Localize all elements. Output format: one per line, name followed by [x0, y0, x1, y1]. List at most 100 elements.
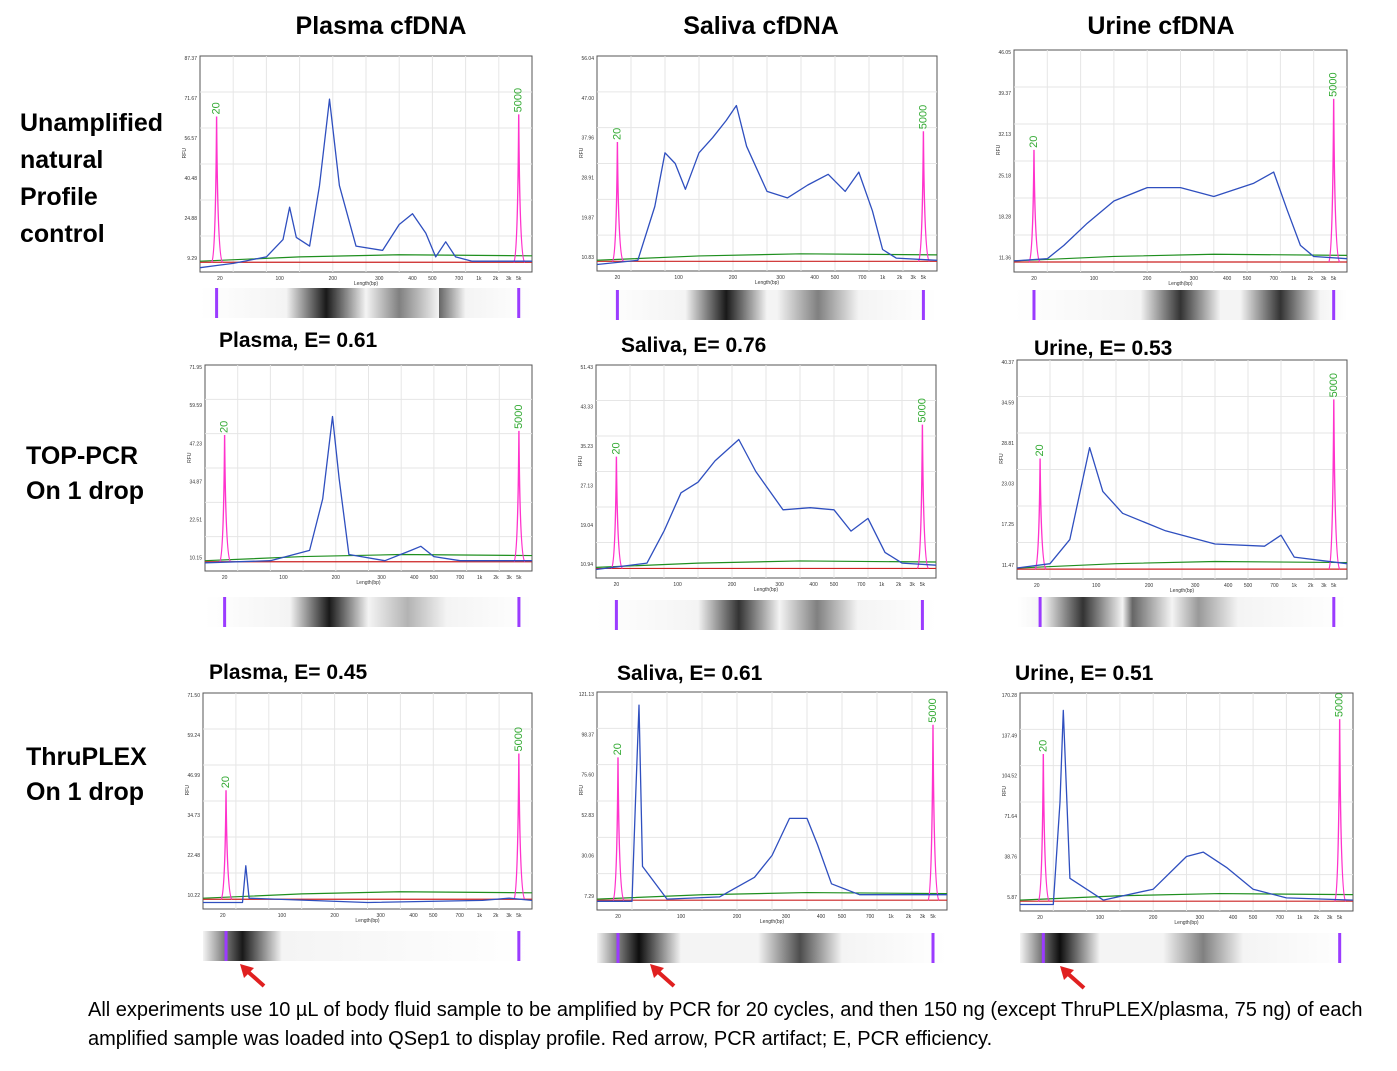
gel-marker-band — [1038, 597, 1042, 627]
x-tick-label: 400 — [1224, 583, 1233, 589]
row-label-line: TOP-PCR — [26, 442, 139, 470]
x-tick-label: 1k — [879, 582, 885, 588]
row-label-unamplified: Unamplified natural Profile control — [20, 105, 163, 253]
marker-label: 5000 — [513, 404, 525, 428]
baseline-green — [596, 891, 948, 900]
x-tick-label: 500 — [838, 914, 847, 920]
x-tick-label: 400 — [410, 575, 419, 581]
y-tick-label: 71.64 — [1004, 814, 1017, 820]
x-tick-label: 400 — [408, 276, 417, 282]
panel-title-saliva-thruplex: Saliva, E= 0.61 — [617, 662, 763, 685]
marker-label: 5000 — [1328, 72, 1340, 96]
gel-marker-band — [517, 931, 521, 961]
y-axis-label: RFU — [187, 452, 193, 463]
chart-panel-urine-unamplified: 46.05 39.37 32.13 25.18 18.28 11.36 20 100 200 30… — [996, 49, 1348, 320]
row-label-toppcr: TOP-PCR On 1 drop — [26, 439, 144, 509]
marker-label: 5000 — [1334, 693, 1346, 717]
y-tick-label: 40.37 — [1001, 360, 1014, 366]
y-tick-label: 170.28 — [1002, 693, 1018, 699]
x-tick-label: 20 — [220, 913, 226, 919]
x-tick-label: 3k — [506, 276, 512, 282]
gel-marker-band — [931, 933, 935, 963]
y-tick-label: 87.37 — [184, 56, 197, 62]
panel-title-urine-toppcr: Urine, E= 0.53 — [1034, 337, 1173, 360]
chart-panel-urine-thruplex: 170.28 137.49 104.52 71.64 38.76 5.87 20 100 200… — [1002, 692, 1354, 963]
x-tick-label: 2k — [1308, 583, 1314, 589]
gel-marker-band — [614, 600, 618, 630]
x-tick-label: 1k — [476, 276, 482, 282]
column-title-saliva: Saliva cfDNA — [683, 12, 839, 40]
gel-strip — [200, 288, 532, 318]
baseline-green — [1013, 253, 1348, 262]
y-tick-label: 28.81 — [1001, 441, 1014, 447]
x-tick-label: 5k — [930, 914, 936, 920]
x-tick-label: 700 — [858, 275, 867, 281]
panel-title-saliva-toppcr: Saliva, E= 0.76 — [621, 334, 767, 357]
x-tick-label: 500 — [429, 913, 438, 919]
upper-marker-peak — [927, 724, 940, 901]
row-label-line: control — [20, 220, 105, 248]
y-tick-label: 11.36 — [999, 256, 1011, 262]
chart-panel-plasma-thruplex: 71.50 59.24 46.99 34.73 22.48 10.22 20 100 200 30… — [185, 692, 533, 961]
x-tick-label: 300 — [782, 914, 791, 920]
lower-marker-peak — [210, 116, 224, 263]
y-tick-label: 38.76 — [1004, 854, 1017, 860]
upper-marker-peak — [513, 430, 526, 563]
marker-label: 20 — [1028, 136, 1040, 148]
y-tick-label: 23.03 — [1001, 482, 1014, 488]
lower-marker-peak — [610, 456, 623, 570]
x-tick-label: 5k — [516, 575, 522, 581]
x-tick-label: 700 — [455, 913, 464, 919]
marker-label: 20 — [1034, 444, 1046, 456]
baseline-green — [595, 560, 937, 568]
x-tick-label: 700 — [1270, 583, 1279, 589]
marker-label: 20 — [219, 421, 231, 433]
x-axis-label: Length(bp) — [356, 580, 381, 586]
x-tick-label: 100 — [674, 275, 683, 281]
marker-label: 20 — [1037, 740, 1049, 752]
sample-trace — [1020, 709, 1354, 906]
y-tick-label: 10.22 — [187, 893, 200, 899]
marker-label: 5000 — [916, 398, 928, 422]
pcr-artifact-arrow-saliva — [650, 964, 676, 988]
y-tick-label: 137.49 — [1002, 733, 1018, 739]
x-tick-label: 20 — [217, 276, 223, 282]
x-tick-label: 700 — [1276, 915, 1285, 921]
y-tick-label: 19.04 — [580, 523, 593, 529]
x-tick-label: 3k — [506, 575, 512, 581]
sample-trace — [597, 704, 947, 902]
y-tick-label: 35.23 — [580, 444, 593, 450]
x-tick-label: 500 — [428, 276, 437, 282]
figure-caption: All experiments use 10 µL of body fluid … — [88, 999, 1363, 1050]
y-tick-label: 34.59 — [1001, 401, 1014, 407]
row-label-line: ThruPLEX — [26, 743, 147, 771]
x-tick-label: 400 — [810, 275, 819, 281]
sample-trace — [204, 415, 532, 564]
sample-trace — [199, 98, 532, 269]
y-axis-label: RFU — [999, 453, 1005, 464]
y-tick-label: 30.06 — [581, 853, 594, 859]
x-tick-label: 20 — [614, 582, 620, 588]
x-tick-label: 300 — [375, 276, 384, 282]
y-tick-label: 121.13 — [579, 692, 595, 698]
baseline-green — [1016, 560, 1348, 569]
chart-panel-saliva-thruplex: 121.13 98.37 75.60 52.83 30.06 7.29 20 100 200 30… — [579, 691, 948, 963]
marker-label: 5000 — [513, 88, 525, 112]
x-tick-label: 2k — [1314, 915, 1320, 921]
gel-strip — [205, 597, 532, 627]
x-tick-label: 100 — [279, 575, 288, 581]
x-tick-label: 2k — [897, 275, 903, 281]
upper-marker-peak — [1334, 719, 1347, 902]
x-tick-label: 2k — [1308, 276, 1314, 282]
x-tick-label: 20 — [615, 914, 621, 920]
lower-marker-peak — [612, 757, 625, 901]
y-tick-label: 22.48 — [187, 853, 200, 859]
x-tick-label: 3k — [506, 913, 512, 919]
y-axis-label: RFU — [1002, 786, 1008, 797]
x-tick-label: 20 — [222, 575, 228, 581]
y-tick-label: 47.23 — [189, 441, 202, 447]
marker-label: 5000 — [1328, 373, 1340, 397]
upper-marker-peak — [916, 424, 929, 570]
x-tick-label: 500 — [830, 582, 839, 588]
gel-strip — [597, 933, 947, 963]
